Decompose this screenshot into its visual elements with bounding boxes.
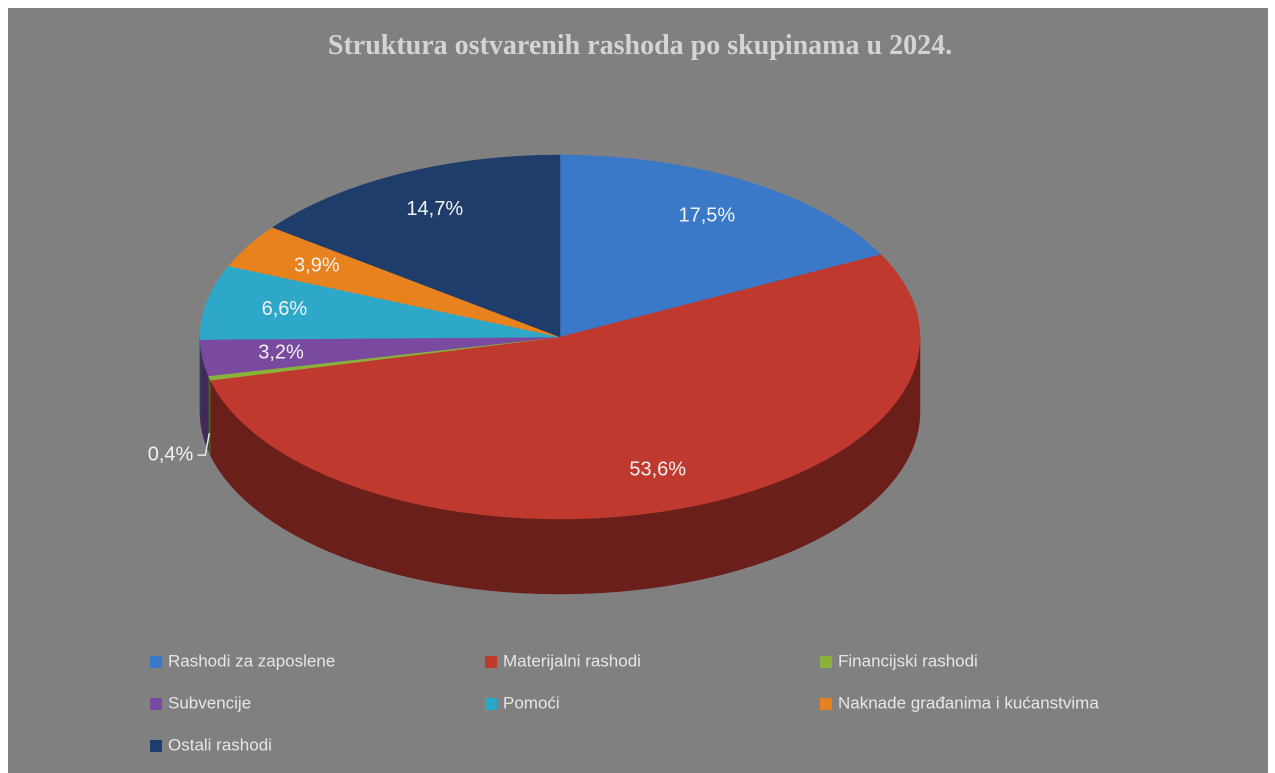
legend-label: Materijalni rashodi — [503, 651, 641, 670]
legend-swatch — [485, 656, 497, 668]
legend-label: Rashodi za zaposlene — [168, 651, 335, 670]
slice — [272, 154, 561, 338]
data-label: 14,7% — [406, 198, 463, 220]
slice-side — [208, 375, 211, 456]
leader-line — [197, 433, 211, 456]
data-label: 6,6% — [262, 298, 308, 320]
legend-swatch — [150, 656, 162, 668]
chart-title: Struktura ostvarenih rashoda po skupinam… — [328, 30, 952, 61]
data-label: 3,2% — [258, 342, 304, 364]
data-label: 3,9% — [294, 254, 340, 276]
slice — [199, 265, 561, 340]
legend-label: Pomoći — [503, 693, 560, 712]
legend-swatch — [485, 698, 497, 710]
slice — [559, 154, 882, 338]
legend-swatch — [820, 656, 832, 668]
legend-label: Naknade građanima i kućanstvima — [838, 693, 1099, 712]
legend-swatch — [150, 740, 162, 752]
legend-label: Financijski rashodi — [838, 651, 978, 670]
data-label: 17,5% — [678, 204, 735, 226]
legend-swatch — [820, 698, 832, 710]
data-label: 53,6% — [629, 458, 686, 480]
legend-swatch — [150, 698, 162, 710]
slice — [209, 254, 921, 520]
data-label: 0,4% — [148, 443, 194, 465]
legend-label: Subvencije — [168, 693, 251, 712]
legend-label: Ostali rashodi — [168, 735, 272, 754]
